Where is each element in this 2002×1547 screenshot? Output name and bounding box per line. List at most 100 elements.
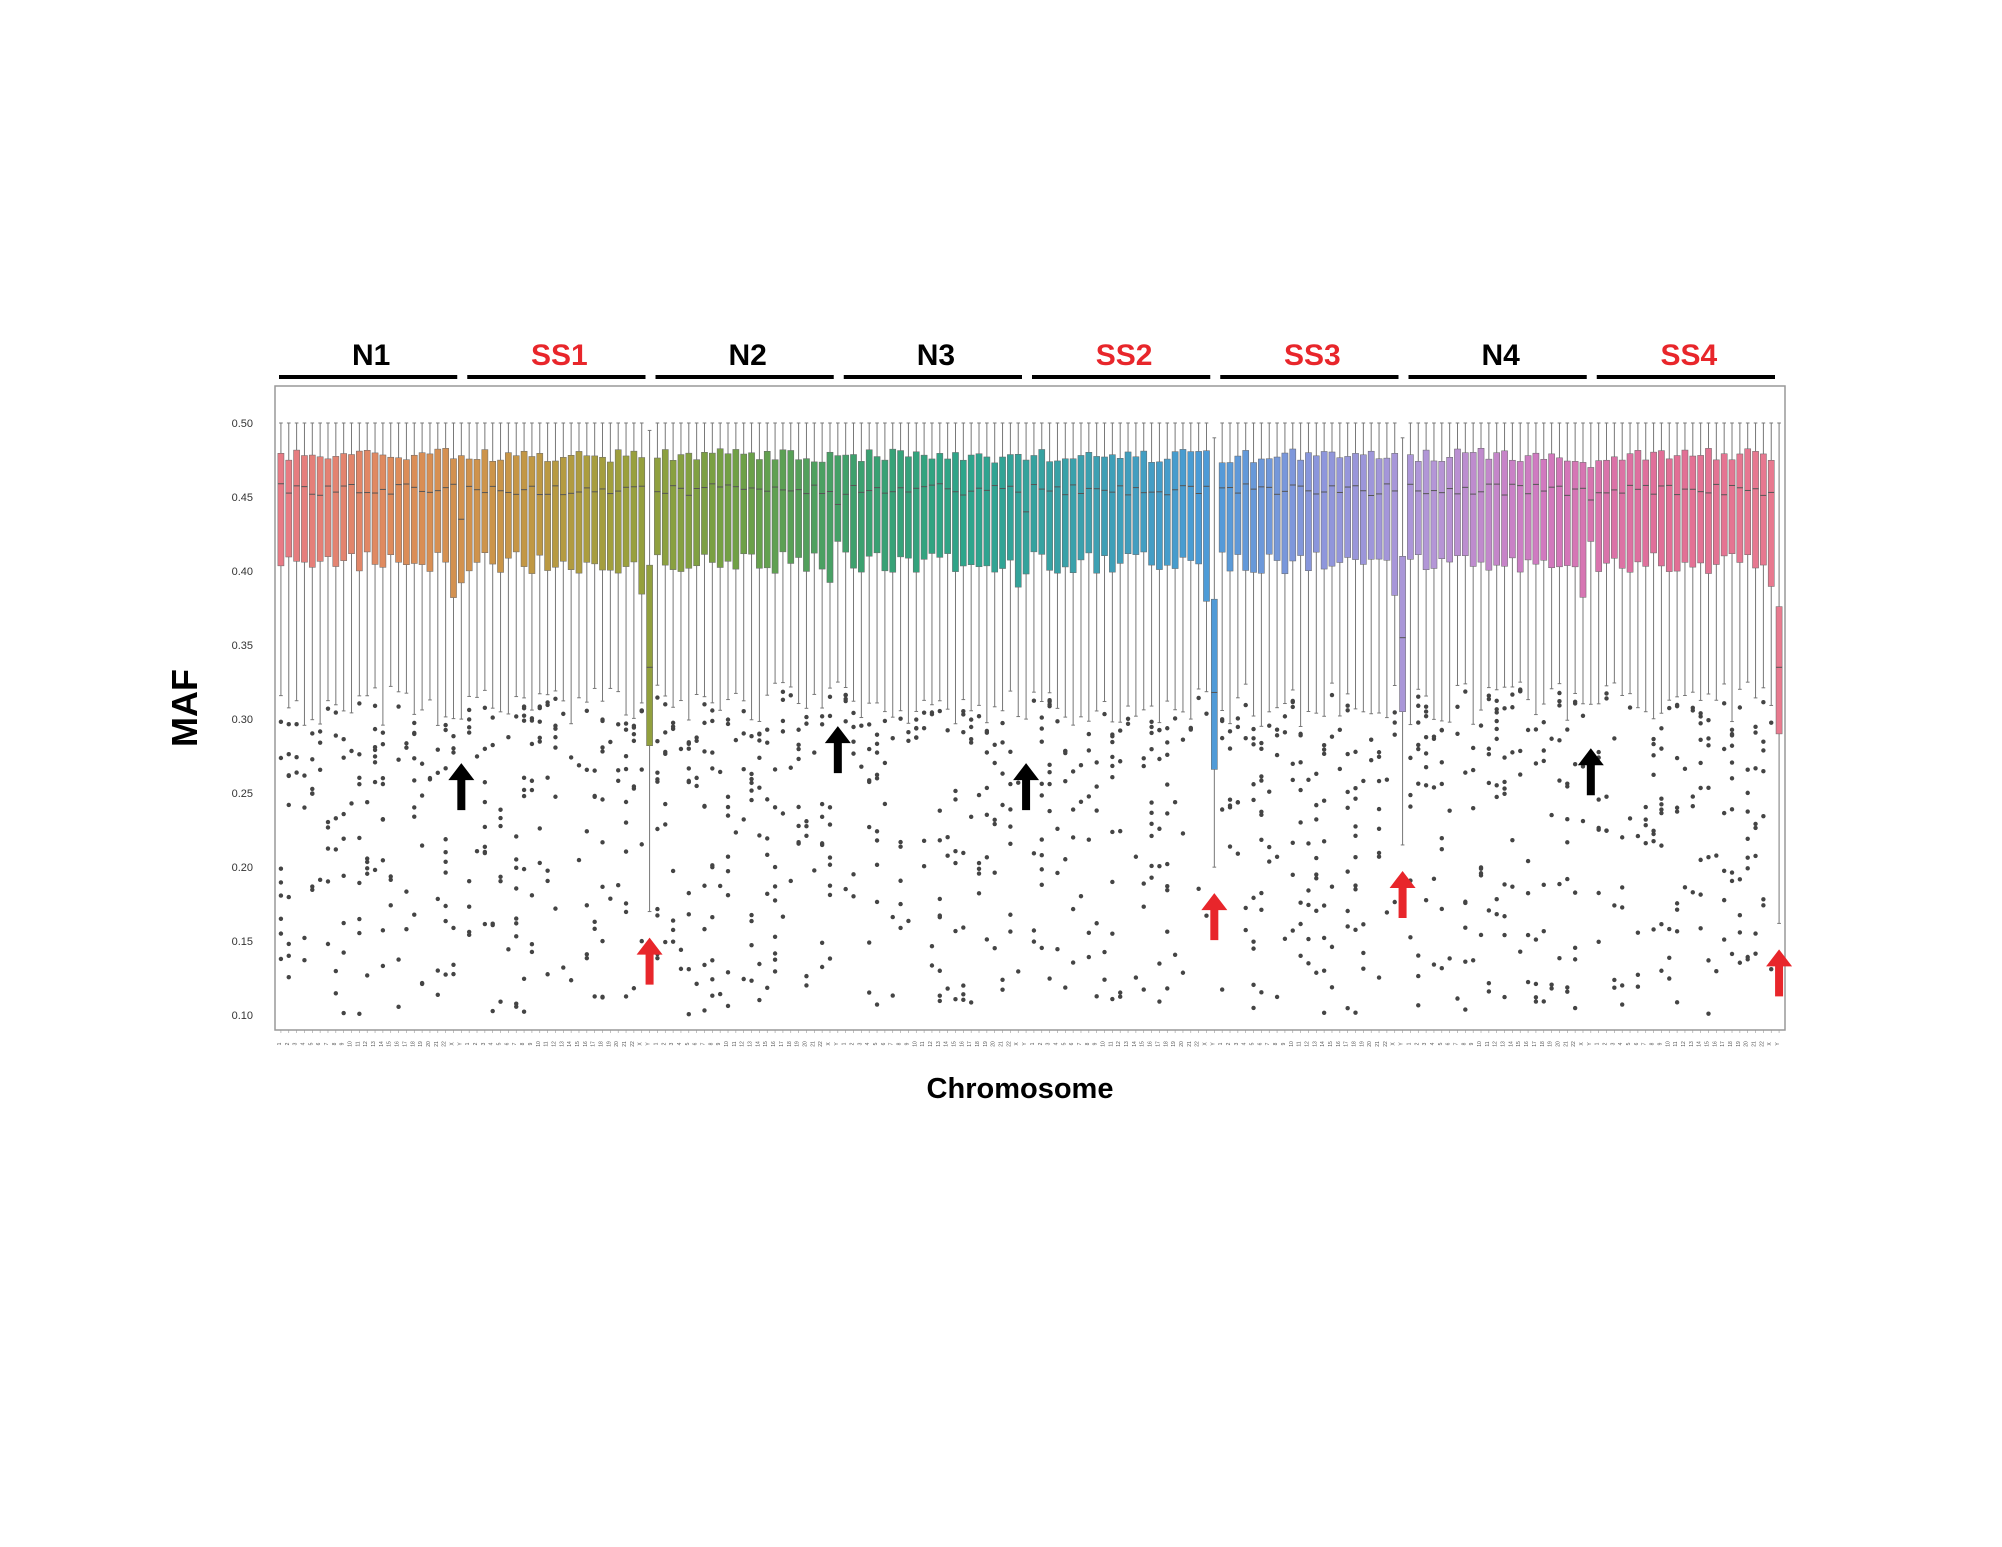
box-n3-chr19-outlier [984,855,990,860]
x-tick-n4-chr17: 17 [1532,1041,1538,1047]
box-ss2-chr9-outlier [1094,784,1099,789]
box-ss3-chr9-outlier [1282,936,1288,942]
x-tick-n3-chr8: 8 [897,1042,903,1045]
box-ss2-chr12-outlier [1118,728,1123,733]
box-ss1-chr10 [536,453,544,556]
box-n2-chr20-outlier [804,973,809,979]
box-ss2-chr19 [1171,451,1179,569]
box-ss3-chr15-outlier [1329,985,1335,990]
y-axis-ticks: 0.50 0.45 0.40 0.35 0.30 0.25 0.20 0.15 0.10 [232,418,253,1022]
box-ss2-chr2-outlier [1039,726,1044,731]
box-ss4-chr7 [1642,459,1650,567]
box-n2-chr16-outlier [772,898,778,903]
box-n4-chr11-outlier [1486,751,1492,757]
box-n3-chr8-outlier [898,901,903,907]
box-n3-chr4-outlier [867,722,872,727]
box-ss2-chr1-outlier [1031,928,1037,933]
x-tick-n3-chrX: X [1014,1042,1020,1046]
box-n4-chr12-outlier [1494,698,1499,703]
box-ss3-chr10-outlier [1290,699,1295,705]
box-ss2-chr20-outlier [1180,831,1186,836]
box-ss2-chr4-outlier [1055,947,1060,952]
box-n1-chr15-outlier [388,874,393,879]
box-ss2-chr13-outlier [1125,721,1131,726]
x-tick-ss2-chrY: Y [1210,1042,1216,1046]
box-n1-chr11-outlier [357,930,362,936]
box-ss2-chr20 [1179,449,1187,558]
box-n3-chr17-outlier [968,724,974,730]
box-n1-chr6-outlier [317,877,323,883]
box-ss4-chr20-outlier [1745,790,1750,796]
box-n3-chr12-outlier [929,963,935,968]
box-n3-chr1-outlier [843,719,848,724]
box-n2-chr7-outlier [702,702,707,707]
box-n1-chr7-outlier [325,879,331,884]
box-ss2-chr2-outlier [1039,781,1044,787]
box-n3-chr16-outlier [961,850,966,856]
box-n3-chr5-outlier [874,899,880,905]
box-n1-chr17-outlier [404,741,409,746]
box-ss3-chr5-outlier [1251,939,1256,944]
box-ss2-chr18-outlier [1165,887,1170,893]
x-tick-ss4-chr12: 12 [1681,1041,1687,1047]
box-ss1-chrX-outlier [639,708,644,714]
box-ss1-chr22-outlier [631,738,637,744]
box-n1-chr1-outlier [278,916,284,922]
box-ss4-chr18-outlier [1729,951,1735,957]
box-n3-chrY [1022,459,1030,575]
box-n1-chr9-outlier [341,755,346,760]
box-ss4-chr21-outlier [1753,853,1758,859]
box-ss1-chr9-outlier [529,778,535,783]
box-ss4-chr9-outlier [1659,843,1664,848]
box-n1-chr20 [426,453,434,572]
box-n1-chr19-outlier [419,980,425,986]
box-n2-chr1-outlier [655,913,660,918]
x-tick-ss2-chr2: 2 [1038,1042,1044,1045]
x-tick-n1-chr19: 19 [418,1041,424,1047]
box-n4-chr4-outlier [1431,785,1437,790]
box-ss3-chr11-outlier [1298,900,1303,905]
box-n1-chr17-outlier [404,745,409,750]
box-ss2-chr7-outlier [1078,893,1084,899]
box-ss4-chr9-outlier [1659,968,1664,973]
box-n4-chr2-outlier [1416,973,1421,979]
x-tick-ss2-chr6: 6 [1069,1042,1075,1045]
box-n1-chr14-outlier [380,963,386,969]
box-n1-chr12-outlier [365,973,370,978]
box-n2-chr4-outlier [678,947,684,953]
box-ss1-chr18-outlier [600,884,605,890]
box-ss4-chr22-outlier [1761,897,1766,902]
box-ss4-chr18-outlier [1729,731,1735,737]
box-ss4-chr4-outlier [1620,905,1625,910]
box-ss3-chr18-outlier [1353,883,1358,888]
box-ss2-chr8-outlier [1086,748,1092,753]
box-n4-chr20-outlier [1557,699,1562,704]
x-tick-ss1-chr4: 4 [489,1042,495,1045]
box-n3-chr5-outlier [874,776,880,781]
box-ss1-chr21-outlier [623,721,629,726]
box-ss4-chr8-outlier [1651,831,1656,837]
x-tick-ss3-chr2: 2 [1226,1042,1232,1045]
box-n4-chr15-outlier [1518,688,1523,693]
box-ss2-chr13 [1124,451,1132,554]
x-tick-n2-chr11: 11 [732,1041,738,1046]
box-n3-chr13-outlier [937,998,942,1004]
box-n2-chr18-outlier [788,878,793,884]
box-ss4-chr8-outlier [1651,741,1656,747]
box-n1-chr8-outlier [333,991,339,996]
box-ss1-chr11-outlier [545,700,550,705]
box-n3-chr7 [889,448,897,573]
box-ss3-chr12-outlier [1306,936,1311,942]
box-n4-chr3-outlier [1423,783,1429,788]
x-tick-n4-chr19: 19 [1548,1041,1554,1047]
box-ss3-chr6 [1258,458,1265,574]
box-n3-chr5-outlier [874,772,880,778]
x-tick-ss3-chr14: 14 [1320,1041,1326,1047]
box-n2-chr10-outlier [725,721,731,727]
box-ss4-chr11 [1673,455,1681,572]
box-ss2-chr17-outlier [1157,961,1162,966]
box-n2-chr7-outlier [702,749,707,754]
y-tick-label-0.20: 0.20 [232,862,253,874]
box-n2-chr17-outlier [780,729,786,734]
box-ss3-chr13-outlier [1314,876,1319,881]
